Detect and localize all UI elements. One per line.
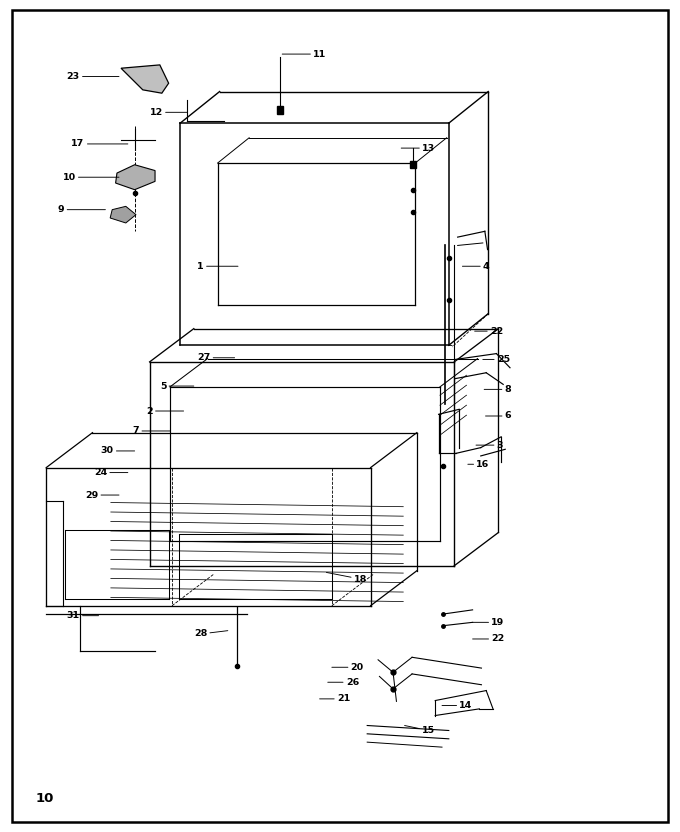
Text: 18: 18 — [326, 572, 367, 583]
Text: 20: 20 — [332, 663, 364, 671]
Text: 23: 23 — [67, 72, 119, 81]
Polygon shape — [116, 165, 155, 190]
Text: 13: 13 — [401, 144, 435, 152]
Text: 12: 12 — [150, 108, 187, 116]
Polygon shape — [110, 206, 136, 223]
Text: 3: 3 — [476, 441, 503, 449]
Text: 26: 26 — [328, 678, 359, 686]
Text: 7: 7 — [133, 427, 170, 435]
Text: 22: 22 — [473, 635, 505, 643]
Bar — [277, 106, 283, 113]
Text: 25: 25 — [483, 355, 510, 364]
Polygon shape — [121, 65, 169, 93]
Text: 19: 19 — [473, 618, 505, 626]
Text: 29: 29 — [85, 491, 119, 499]
Text: 9: 9 — [58, 206, 105, 214]
Text: 10: 10 — [35, 792, 54, 805]
Text: 30: 30 — [101, 447, 135, 455]
Text: 14: 14 — [442, 701, 473, 710]
Text: 17: 17 — [71, 140, 128, 148]
Text: 24: 24 — [94, 468, 128, 477]
Text: 1: 1 — [197, 262, 238, 270]
Text: 8: 8 — [484, 385, 511, 394]
Text: 15: 15 — [405, 726, 435, 735]
Text: 31: 31 — [67, 612, 99, 620]
Text: 16: 16 — [468, 460, 490, 468]
Text: 6: 6 — [486, 412, 511, 420]
Text: 11: 11 — [282, 50, 326, 58]
Text: 5: 5 — [160, 382, 194, 390]
Text: 27: 27 — [197, 354, 235, 362]
Text: 28: 28 — [194, 630, 228, 638]
Text: 4: 4 — [462, 262, 490, 270]
Text: 21: 21 — [320, 695, 350, 703]
Bar — [409, 161, 416, 168]
Text: 22: 22 — [475, 327, 503, 335]
Text: 2: 2 — [146, 407, 184, 415]
Text: 10: 10 — [63, 173, 119, 181]
